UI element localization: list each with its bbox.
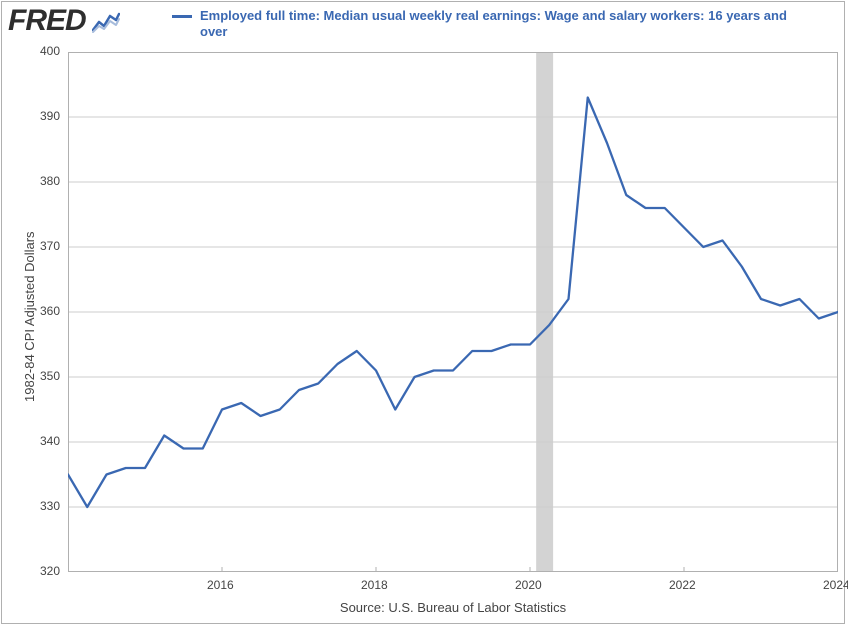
x-tick-label: 2018 (361, 578, 388, 592)
y-tick-label: 380 (40, 174, 60, 188)
y-tick-label: 390 (40, 109, 60, 123)
plot-area (68, 52, 838, 572)
legend: Employed full time: Median usual weekly … (172, 8, 804, 41)
fred-logo: FRED (8, 6, 86, 36)
x-tick-label: 2022 (669, 578, 696, 592)
y-tick-label: 340 (40, 434, 60, 448)
logo-chart-icon (92, 10, 120, 34)
y-tick-label: 320 (40, 564, 60, 578)
y-tick-label: 360 (40, 304, 60, 318)
x-tick-label: 2024 (823, 578, 848, 592)
x-tick-label: 2016 (207, 578, 234, 592)
legend-swatch (172, 15, 192, 18)
y-axis-title: 1982-84 CPI Adjusted Dollars (22, 231, 37, 402)
y-tick-label: 330 (40, 499, 60, 513)
y-tick-label: 400 (40, 44, 60, 58)
legend-text: Employed full time: Median usual weekly … (200, 8, 804, 41)
source-text: Source: U.S. Bureau of Labor Statistics (68, 600, 838, 615)
x-tick-label: 2020 (515, 578, 542, 592)
y-tick-label: 350 (40, 369, 60, 383)
logo-row: FRED (8, 6, 120, 36)
chart-frame: FRED Employed full time: Median usual we… (1, 1, 845, 624)
y-tick-label: 370 (40, 239, 60, 253)
